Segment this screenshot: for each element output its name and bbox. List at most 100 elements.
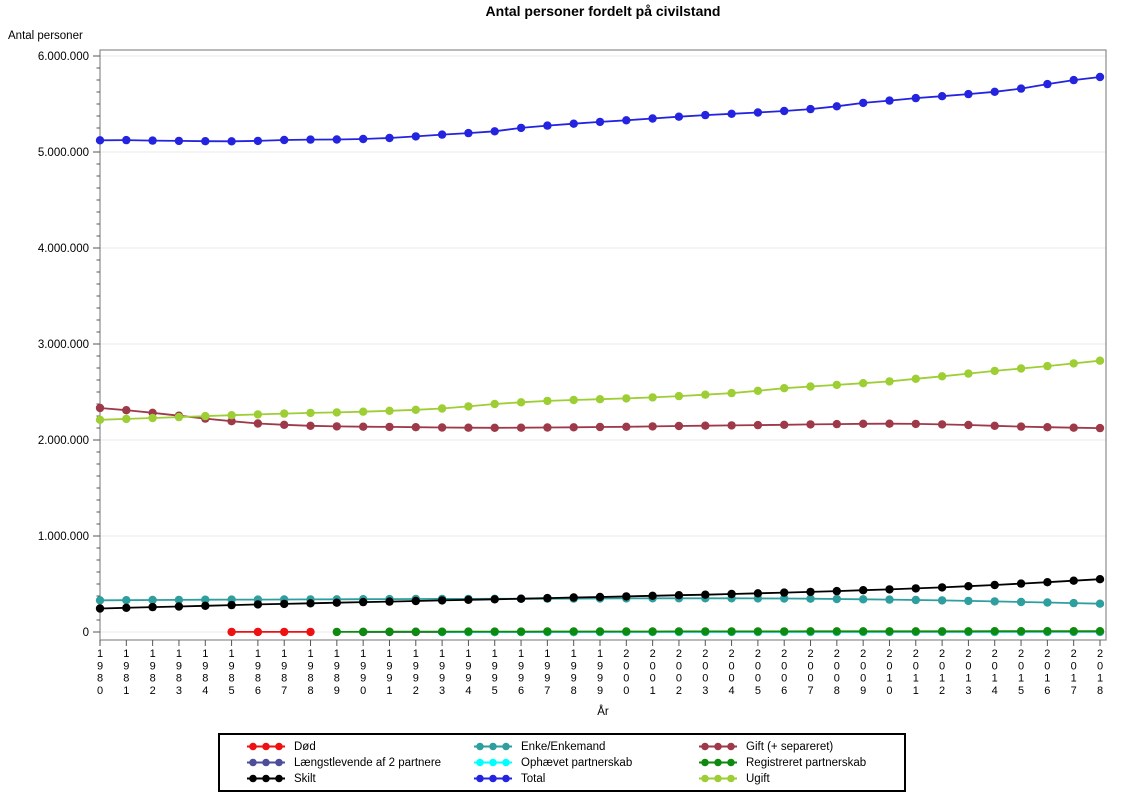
data-point: [569, 627, 578, 636]
data-point: [411, 596, 420, 606]
data-point: [1043, 423, 1052, 432]
data-point: [253, 419, 263, 428]
data-point: [253, 600, 263, 609]
data-point: [95, 415, 105, 424]
data-point: [674, 421, 684, 431]
data-point: [253, 410, 263, 419]
data-point: [595, 395, 605, 404]
data-point: [727, 627, 736, 636]
data-point: [1069, 576, 1078, 585]
data-point: [911, 419, 920, 429]
data-point: [859, 595, 868, 604]
data-point: [885, 595, 894, 604]
series-registreret-partnerskab: [332, 627, 1105, 637]
data-point: [806, 420, 815, 429]
data-point: [701, 627, 710, 636]
legend-item-label: Skilt: [294, 772, 316, 785]
data-point: [727, 589, 736, 599]
data-point: [385, 627, 394, 636]
data-point: [122, 406, 131, 415]
data-point: [1016, 579, 1026, 588]
data-point: [332, 598, 341, 607]
data-point: [937, 420, 947, 429]
data-point: [385, 406, 394, 415]
data-point: [95, 596, 105, 605]
series-total: [95, 72, 1105, 146]
data-point: [306, 408, 315, 418]
data-point: [885, 377, 894, 386]
data-point: [674, 627, 684, 636]
x-axis: 1 9 8 0 1 9 8 1 1 9 8 2 1 9 8 3 1 9 8 4 1 9 8 5 1 9 8 6 1 9 8 7 1 9 8 8 1 9 8 9…: [97, 640, 1103, 697]
data-point: [201, 137, 210, 146]
y-tick-label: 6.000.000: [38, 51, 89, 63]
plot-area: 0 1.000.000 2.000.000 3.000.000 4.000.000 5.0…: [38, 49, 1107, 697]
data-point: [1095, 356, 1105, 365]
data-point: [385, 597, 394, 606]
data-point: [543, 423, 552, 432]
data-point: [674, 591, 684, 600]
data-point: [648, 422, 657, 431]
data-point: [359, 407, 368, 416]
data-point: [201, 601, 210, 610]
data-point: [1069, 75, 1078, 85]
data-point: [543, 627, 552, 636]
data-point: [385, 422, 394, 432]
data-point: [1016, 627, 1026, 636]
data-point: [280, 599, 289, 609]
data-point: [437, 423, 447, 432]
data-point: [622, 627, 631, 636]
legend-item-label: Ophævet partnerskab: [521, 756, 633, 769]
data-point: [464, 402, 473, 411]
data-point: [753, 627, 763, 636]
data-point: [780, 384, 789, 393]
data-point: [727, 109, 736, 119]
data-point: [332, 422, 341, 431]
data-point: [964, 627, 973, 636]
skilt-legend-marker-icon: [247, 774, 285, 783]
data-point: [437, 627, 447, 636]
data-point: [937, 583, 947, 592]
data-point: [253, 136, 263, 146]
data-point: [306, 421, 315, 430]
data-point: [437, 404, 447, 413]
data-point: [780, 594, 789, 603]
data-point: [516, 123, 526, 133]
legend-item-label: Total: [521, 772, 546, 785]
data-point: [411, 132, 420, 141]
legend-item-label: Registreret partnerskab: [746, 756, 867, 769]
data-point: [385, 133, 394, 143]
data-point: [95, 136, 105, 145]
y-tick-label: 4.000.000: [38, 243, 89, 255]
data-point: [937, 92, 947, 101]
data-point: [253, 627, 263, 637]
data-point: [859, 419, 868, 428]
legend-item-label: Gift (+ separeret): [746, 740, 834, 753]
data-point: [911, 627, 920, 636]
data-point: [306, 627, 315, 637]
data-point: [464, 627, 473, 636]
data-point: [937, 596, 947, 605]
data-point: [780, 588, 789, 597]
legend-item-gift-separeret: Gift (+ separeret): [698, 739, 902, 754]
data-point: [543, 121, 552, 130]
data-point: [464, 595, 473, 604]
y-tick-label: 0: [83, 627, 89, 639]
data-point: [1016, 364, 1026, 373]
data-point: [964, 582, 973, 591]
data-point: [227, 417, 236, 426]
